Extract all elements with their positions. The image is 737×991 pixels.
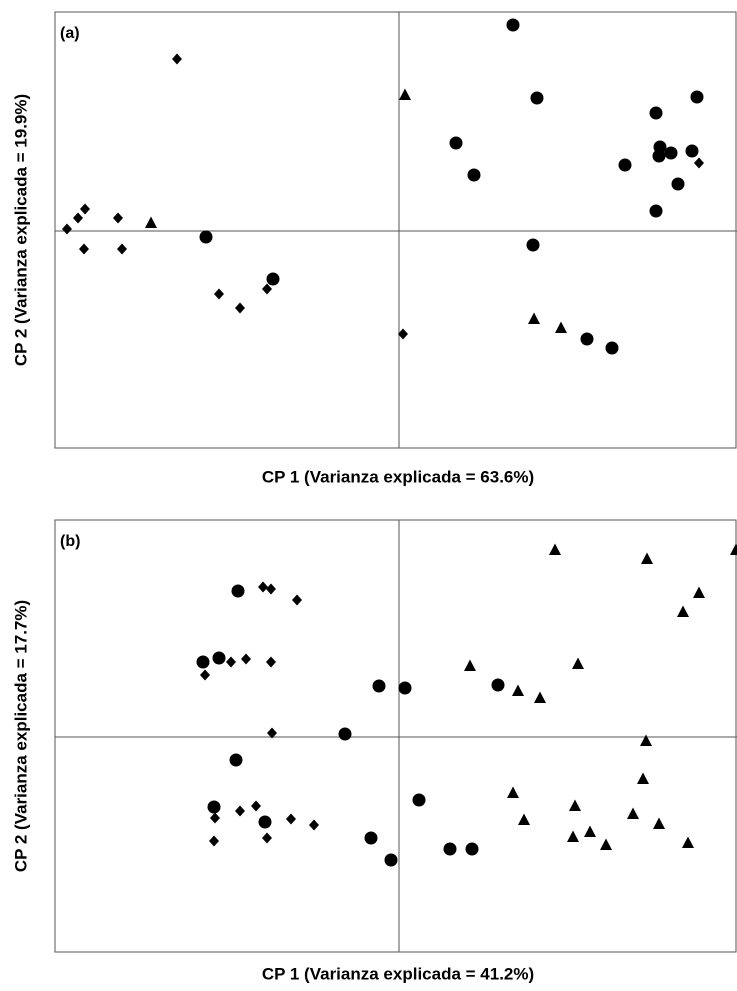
point — [671, 177, 685, 191]
point — [384, 853, 398, 867]
point — [491, 678, 505, 692]
point — [534, 691, 546, 703]
point — [693, 586, 705, 598]
point — [677, 605, 689, 617]
point — [286, 813, 296, 825]
point — [618, 158, 632, 172]
point — [229, 753, 243, 767]
point — [507, 786, 519, 798]
point — [443, 842, 457, 856]
point — [449, 136, 463, 150]
point — [530, 91, 544, 105]
point — [258, 581, 268, 593]
point — [207, 800, 221, 814]
point — [512, 684, 524, 696]
point — [212, 651, 226, 665]
y-axis-label: CP 2 (Varianza explicada = 17.7%) — [11, 600, 30, 872]
point — [117, 243, 127, 255]
point — [372, 679, 386, 693]
point — [399, 88, 411, 100]
point — [605, 341, 619, 355]
point — [235, 302, 245, 314]
y-axis-label: CP 2 (Varianza explicada = 19.9%) — [11, 94, 30, 366]
point — [364, 831, 378, 845]
point — [464, 659, 476, 671]
point — [338, 727, 352, 741]
point — [266, 583, 276, 595]
point — [690, 90, 704, 104]
point — [526, 238, 540, 252]
point — [62, 223, 72, 235]
point — [465, 842, 479, 856]
point — [262, 832, 272, 844]
point — [258, 815, 272, 829]
point — [572, 657, 584, 669]
point — [309, 819, 319, 831]
point — [685, 144, 699, 158]
point — [649, 106, 663, 120]
point — [640, 734, 652, 746]
point — [637, 772, 649, 784]
point — [653, 817, 665, 829]
point — [652, 149, 666, 163]
point — [214, 288, 224, 300]
point — [210, 812, 220, 824]
x-axis-label: CP 1 (Varianza explicada = 63.6%) — [262, 467, 534, 486]
point — [251, 800, 261, 812]
point — [73, 212, 83, 224]
point — [600, 838, 612, 850]
point — [209, 835, 219, 847]
panel-label: (a) — [60, 25, 80, 42]
point — [80, 203, 90, 215]
point — [506, 18, 520, 32]
point — [664, 146, 678, 160]
point — [412, 793, 426, 807]
point — [235, 805, 245, 817]
point — [267, 727, 277, 739]
point — [145, 216, 157, 228]
point — [694, 157, 704, 169]
point — [262, 283, 272, 295]
point — [266, 656, 276, 668]
point — [518, 813, 530, 825]
point — [730, 543, 737, 555]
point — [682, 836, 694, 848]
point — [231, 584, 245, 598]
point — [398, 681, 412, 695]
point — [172, 53, 182, 65]
point — [113, 212, 123, 224]
point — [649, 204, 663, 218]
point — [199, 230, 213, 244]
point — [79, 243, 89, 255]
plot-frame — [54, 519, 737, 953]
plot-frame — [54, 11, 737, 449]
point — [241, 653, 251, 665]
point — [196, 655, 210, 669]
point — [567, 830, 579, 842]
x-axis-label: CP 1 (Varianza explicada = 41.2%) — [262, 964, 534, 983]
point — [580, 332, 594, 346]
point — [528, 312, 540, 324]
point — [555, 321, 567, 333]
point — [292, 594, 302, 606]
point — [627, 807, 639, 819]
point — [226, 656, 236, 668]
point — [467, 168, 481, 182]
panel-label: (b) — [60, 533, 80, 550]
point — [398, 328, 408, 340]
point — [584, 825, 596, 837]
point — [549, 543, 561, 555]
point — [200, 669, 210, 681]
point — [569, 799, 581, 811]
point — [266, 272, 280, 286]
point — [641, 552, 653, 564]
